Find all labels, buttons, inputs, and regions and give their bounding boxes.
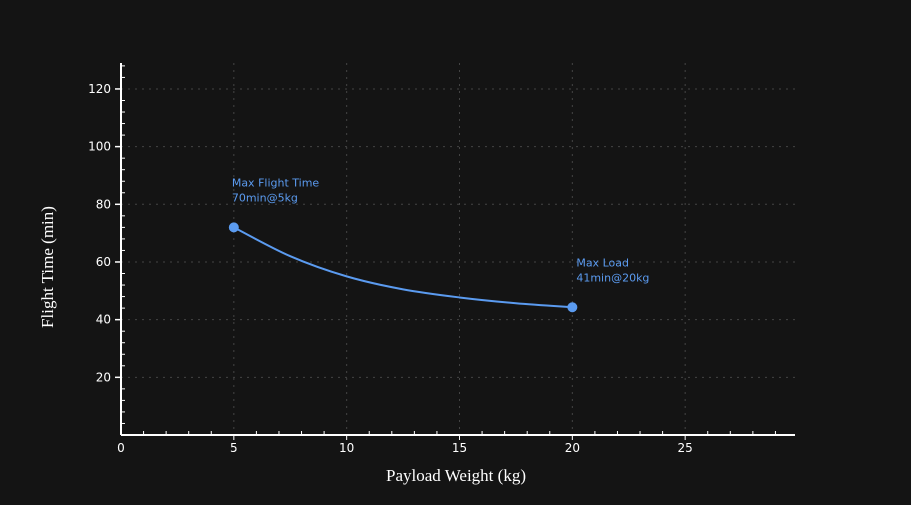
annotation-line: Max Load xyxy=(576,256,629,269)
y-tick-label: 60 xyxy=(96,255,111,269)
series: Max Flight Time 70min@5kg Max Load 41min@20… xyxy=(228,176,649,313)
series-line xyxy=(233,226,573,309)
x-tick-label: 20 xyxy=(565,441,580,455)
y-tick-label: 40 xyxy=(96,313,111,327)
x-tick-label: 0 xyxy=(117,441,125,455)
x-axis-label: Payload Weight (kg) xyxy=(386,466,526,485)
axes: 0 5 10 15 20 25 20 40 60 80 100 120 xyxy=(88,63,795,455)
data-point-marker xyxy=(228,222,239,233)
x-tick-label: 10 xyxy=(339,441,354,455)
annotation: Max Load 41min@20kg xyxy=(576,256,649,284)
x-tick-label: 15 xyxy=(452,441,467,455)
y-tick-label: 120 xyxy=(88,82,111,96)
y-tick-label: 20 xyxy=(96,370,111,384)
y-tick-label: 100 xyxy=(88,140,111,154)
x-tick-label: 25 xyxy=(678,441,693,455)
grid xyxy=(121,63,795,435)
annotation-line: 41min@20kg xyxy=(576,271,649,284)
annotation: Max Flight Time 70min@5kg xyxy=(232,176,320,204)
y-tick-label: 80 xyxy=(96,197,111,211)
y-axis-label: Flight Time (min) xyxy=(38,206,57,328)
annotation-line: Max Flight Time xyxy=(232,176,320,189)
annotation-line: 70min@5kg xyxy=(232,191,298,204)
x-tick-label: 5 xyxy=(230,441,238,455)
data-point-marker xyxy=(567,302,578,313)
